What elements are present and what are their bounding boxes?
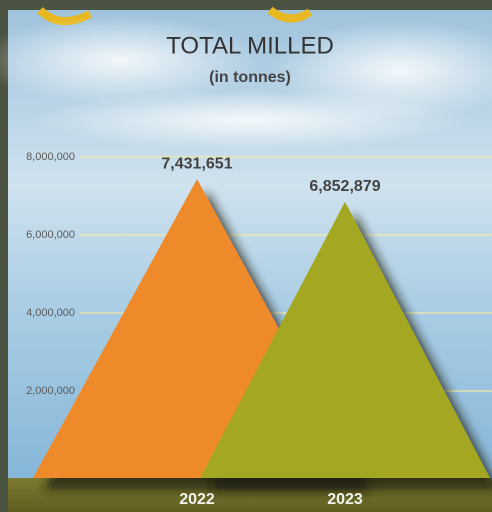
chart-subtitle: (in tonnes): [209, 69, 291, 86]
y-tick-label: 6,000,000: [26, 229, 75, 241]
y-tick-label: 8,000,000: [26, 151, 75, 163]
x-tick-label: 2022: [179, 491, 215, 508]
cloud: [0, 15, 260, 105]
cloud: [30, 90, 470, 150]
value-label: 7,431,651: [161, 155, 232, 172]
y-tick-label: 4,000,000: [26, 307, 75, 319]
ground: [8, 478, 492, 512]
chart-title: TOTAL MILLED: [166, 32, 334, 59]
y-tick-label: 2,000,000: [26, 385, 75, 397]
x-tick-label: 2023: [327, 491, 363, 508]
value-label: 6,852,879: [309, 178, 380, 195]
triangle-bar: [200, 201, 490, 478]
